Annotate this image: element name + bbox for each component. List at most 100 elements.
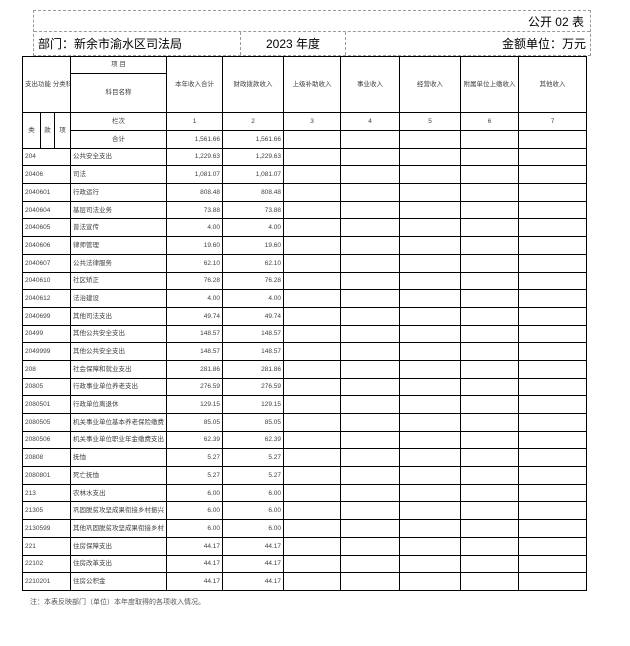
- row-superior-income: [283, 324, 342, 344]
- row-business-income: [340, 501, 401, 521]
- header-item: 项 目: [70, 56, 168, 74]
- row-affiliated-income: [460, 218, 520, 238]
- row-affiliated-income: [460, 289, 520, 308]
- colnum-2: 2: [222, 112, 285, 131]
- row-operating-income: [399, 501, 462, 521]
- row-total-income: 76.28: [166, 271, 224, 291]
- report-meta-row: 部门：新余市渝水区司法局 2023 年度 金额单位：万元: [34, 32, 590, 55]
- row-other-income: [518, 430, 588, 450]
- row-fiscal-income: 6.00: [222, 501, 285, 521]
- row-superior-income: [283, 200, 342, 220]
- row-other-income: [518, 413, 588, 432]
- row-affiliated-income: [460, 519, 520, 538]
- row-code: 2040612: [21, 289, 72, 308]
- row-fiscal-income: 808.48: [222, 183, 285, 202]
- row-fiscal-income: 5.27: [222, 466, 285, 485]
- table-row: 2049999 其他公共安全支出 148.57 148.57: [21, 342, 588, 361]
- row-other-income: [518, 554, 588, 574]
- colnum-7: 7: [518, 112, 588, 131]
- row-subject-name: 其他巩固脱贫攻坚成果衔接乡村: [70, 519, 168, 538]
- row-subject-name: 行政事业单位养老支出: [70, 377, 168, 397]
- row-affiliated-income: [460, 271, 520, 291]
- row-affiliated-income: [460, 536, 520, 556]
- row-total-income: 5.27: [166, 448, 224, 468]
- row-total-income: 4.00: [166, 289, 224, 308]
- row-fiscal-income: 44.17: [222, 572, 285, 591]
- colnum-6: 6: [460, 112, 520, 131]
- row-superior-income: [283, 536, 342, 556]
- row-code: 2040605: [21, 218, 72, 238]
- row-business-income: [340, 289, 401, 308]
- row-other-income: [518, 271, 588, 291]
- total-row-affiliated: [460, 130, 520, 149]
- table-row: 204 公共安全支出 1,229.63 1,229.63: [21, 147, 588, 167]
- row-other-income: [518, 236, 588, 255]
- table-row: 20805 行政事业单位养老支出 276.59 276.59: [21, 377, 588, 397]
- row-business-income: [340, 466, 401, 485]
- table-row: 2040610 社区矫正 76.28 76.28: [21, 271, 588, 291]
- row-subject-name: 行政运行: [70, 183, 168, 202]
- row-subject-name: 其他司法支出: [70, 306, 168, 326]
- row-business-income: [340, 554, 401, 574]
- table-row: 2040612 法治建设 4.00 4.00: [21, 289, 588, 308]
- row-subject-name: 社区矫正: [70, 271, 168, 291]
- row-total-income: 4.00: [166, 218, 224, 238]
- row-total-income: 281.86: [166, 359, 224, 379]
- row-code: 20808: [21, 448, 72, 468]
- report-header: 公开 02 表 部门：新余市渝水区司法局 2023 年度 金额单位：万元: [33, 10, 591, 56]
- row-affiliated-income: [460, 324, 520, 344]
- row-operating-income: [399, 147, 462, 167]
- row-affiliated-income: [460, 501, 520, 521]
- row-affiliated-income: [460, 413, 520, 432]
- row-affiliated-income: [460, 448, 520, 468]
- row-superior-income: [283, 466, 342, 485]
- row-superior-income: [283, 236, 342, 255]
- row-affiliated-income: [460, 430, 520, 450]
- row-superior-income: [283, 572, 342, 591]
- total-row-operating: [399, 130, 462, 149]
- row-affiliated-income: [460, 253, 520, 273]
- row-fiscal-income: 4.00: [222, 289, 285, 308]
- row-business-income: [340, 377, 401, 397]
- row-superior-income: [283, 183, 342, 202]
- row-code: 208: [21, 359, 72, 379]
- row-superior-income: [283, 253, 342, 273]
- total-row-other: [518, 130, 588, 149]
- row-code: 213: [21, 483, 72, 503]
- row-subject-name: 农林水支出: [70, 483, 168, 503]
- row-total-income: 6.00: [166, 501, 224, 521]
- header-col-fiscal: 财政拨款收入: [222, 56, 285, 113]
- row-affiliated-income: [460, 466, 520, 485]
- row-other-income: [518, 466, 588, 485]
- row-total-income: 6.00: [166, 519, 224, 538]
- table-row: 2040604 基层司法业务 73.88 73.88: [21, 200, 588, 220]
- row-superior-income: [283, 306, 342, 326]
- row-operating-income: [399, 377, 462, 397]
- row-fiscal-income: 49.74: [222, 306, 285, 326]
- row-total-income: 808.48: [166, 183, 224, 202]
- row-subject-name: 律师管理: [70, 236, 168, 255]
- row-affiliated-income: [460, 306, 520, 326]
- colnum-5: 5: [399, 112, 462, 131]
- header-xiang: 项: [53, 112, 72, 149]
- row-business-income: [340, 572, 401, 591]
- row-subject-name: 公共安全支出: [70, 147, 168, 167]
- row-business-income: [340, 519, 401, 538]
- row-fiscal-income: 1,081.07: [222, 165, 285, 185]
- row-operating-income: [399, 200, 462, 220]
- row-subject-name: 巩固脱贫攻坚成果衔接乡村振兴: [70, 501, 168, 521]
- table-body: 支出功能 分类科目 项 目 本年收入合计 财政拨款收入 上级补助收入 事业收入 …: [21, 56, 588, 591]
- row-fiscal-income: 85.05: [222, 413, 285, 432]
- row-total-income: 62.10: [166, 253, 224, 273]
- row-affiliated-income: [460, 342, 520, 361]
- row-subject-name: 普法宣传: [70, 218, 168, 238]
- row-other-income: [518, 306, 588, 326]
- row-affiliated-income: [460, 377, 520, 397]
- amount-unit-label: 金额单位：万元: [345, 32, 590, 55]
- row-code: 2080801: [21, 466, 72, 485]
- row-fiscal-income: 19.60: [222, 236, 285, 255]
- row-total-income: 5.27: [166, 466, 224, 485]
- table-row: 2080506 机关事业单位职业年金缴费支出 62.39 62.39: [21, 430, 588, 450]
- row-subject-name: 社会保障和就业支出: [70, 359, 168, 379]
